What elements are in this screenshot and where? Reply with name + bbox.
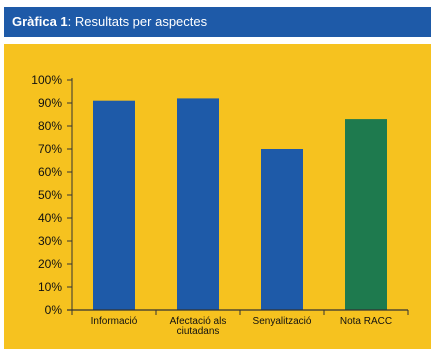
y-tick-label: 0% — [45, 303, 63, 317]
chart-header: Gràfica 1: Resultats per aspectes — [4, 7, 431, 37]
bar-2 — [261, 149, 303, 310]
y-tick-label: 10% — [38, 280, 62, 294]
x-category-label: Informació — [91, 316, 138, 327]
x-category-label: Nota RACC — [340, 316, 392, 327]
chart-title-number: Gràfica 1 — [12, 14, 68, 29]
chart-title-text: : Resultats per aspectes — [67, 14, 208, 29]
x-category-label: ciutadans — [177, 326, 220, 337]
y-tick-label: 70% — [38, 142, 62, 156]
bar-1 — [177, 98, 219, 311]
y-tick-label: 50% — [38, 188, 62, 202]
y-tick-label: 30% — [38, 234, 62, 248]
y-tick-label: 40% — [38, 211, 62, 225]
y-tick-label: 60% — [38, 165, 62, 179]
y-tick-label: 80% — [38, 119, 62, 133]
y-tick-label: 20% — [38, 257, 62, 271]
x-category-label: Senyalització — [253, 316, 312, 327]
bar-3 — [345, 119, 387, 310]
bar-0 — [93, 100, 135, 310]
y-tick-label: 90% — [38, 96, 62, 110]
x-category-label: Afectació als — [170, 316, 227, 327]
y-tick-label: 100% — [31, 73, 62, 87]
